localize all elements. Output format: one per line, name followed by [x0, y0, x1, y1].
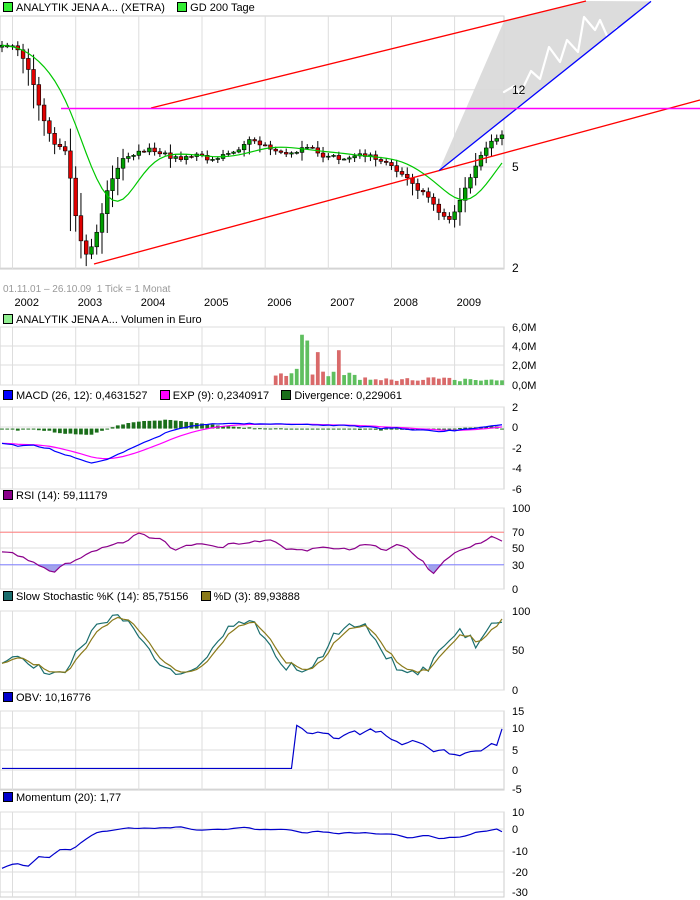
svg-text:10: 10 [512, 723, 524, 735]
svg-text:-5: -5 [512, 784, 522, 796]
svg-text:2: 2 [512, 261, 519, 275]
svg-text:2002: 2002 [15, 297, 39, 309]
svg-text:-6: -6 [512, 484, 522, 496]
svg-text:0,0M: 0,0M [512, 380, 536, 392]
svg-text:2008: 2008 [394, 297, 418, 309]
svg-text:70: 70 [512, 527, 524, 539]
svg-text:100: 100 [512, 503, 530, 515]
svg-text:2009: 2009 [457, 297, 481, 309]
svg-text:4,0M: 4,0M [512, 341, 536, 353]
svg-text:2003: 2003 [78, 297, 102, 309]
svg-text:10: 10 [512, 807, 524, 819]
svg-text:-10: -10 [512, 846, 528, 858]
svg-text:5: 5 [512, 160, 519, 174]
svg-text:-20: -20 [512, 867, 528, 879]
svg-text:2,0M: 2,0M [512, 360, 536, 372]
svg-text:0: 0 [512, 824, 518, 836]
svg-text:0: 0 [512, 422, 518, 434]
svg-text:0: 0 [512, 584, 518, 596]
svg-text:15: 15 [512, 706, 524, 718]
svg-text:-2: -2 [512, 443, 522, 455]
svg-text:0: 0 [512, 685, 518, 697]
svg-text:50: 50 [512, 645, 524, 657]
svg-text:5: 5 [512, 745, 518, 757]
svg-text:30: 30 [512, 560, 524, 572]
svg-text:2004: 2004 [141, 297, 165, 309]
svg-text:2: 2 [512, 402, 518, 414]
svg-text:2006: 2006 [267, 297, 291, 309]
svg-text:-30: -30 [512, 887, 528, 899]
svg-text:-4: -4 [512, 463, 522, 475]
svg-text:12: 12 [512, 83, 526, 97]
svg-text:2007: 2007 [330, 297, 354, 309]
svg-text:2005: 2005 [204, 297, 228, 309]
svg-text:0: 0 [512, 765, 518, 777]
svg-text:6,0M: 6,0M [512, 322, 536, 334]
svg-text:50: 50 [512, 543, 524, 555]
svg-text:100: 100 [512, 606, 530, 618]
